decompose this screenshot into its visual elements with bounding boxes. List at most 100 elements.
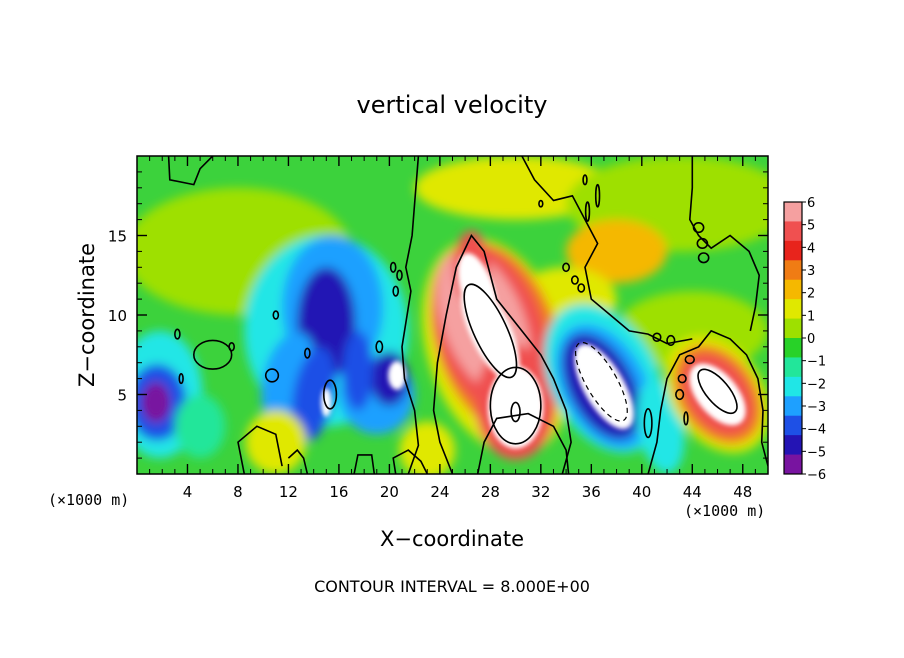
x-axis-ticks: 4 8 12 16 20 24 28 32 36 40 44 48 xyxy=(149,156,756,501)
contour-loop xyxy=(389,261,397,273)
colorbar-tick-label: −4 xyxy=(807,423,826,438)
contour-loop xyxy=(304,347,311,359)
x-tick-label: 24 xyxy=(430,483,449,501)
field-core xyxy=(457,253,498,330)
colorbar-tick-label: 3 xyxy=(807,264,815,279)
contour-loop xyxy=(392,285,400,297)
contour-loop xyxy=(666,334,676,347)
field-core xyxy=(487,365,544,449)
contour-line xyxy=(688,156,761,332)
x-tick-label: 40 xyxy=(632,483,651,501)
field-patch xyxy=(292,347,336,442)
contour-loop xyxy=(692,221,705,234)
y-unit-label: (×1000 m) xyxy=(48,491,129,509)
field-core xyxy=(574,344,634,430)
contour-loop xyxy=(643,408,653,439)
x-tick-label: 12 xyxy=(279,483,298,501)
plot-area xyxy=(137,156,768,474)
y-tick-label: 15 xyxy=(108,228,127,246)
x-tick-label: 32 xyxy=(531,483,550,501)
colorbar-swatch xyxy=(784,240,802,261)
field-core xyxy=(388,361,406,390)
contour-core xyxy=(489,366,542,445)
field-core xyxy=(147,389,165,416)
colorbar-swatch xyxy=(784,260,802,281)
field-patch xyxy=(566,219,668,284)
contour-loop xyxy=(652,332,662,343)
contour-loop xyxy=(375,340,384,354)
contour-loop xyxy=(696,237,709,250)
field-core xyxy=(321,388,332,417)
colorbar-swatch xyxy=(784,435,802,456)
contour-loop xyxy=(684,354,695,365)
contour-core xyxy=(510,401,521,423)
x-tick-label: 28 xyxy=(481,483,500,501)
contour-line xyxy=(521,156,693,345)
contour-loop xyxy=(675,388,685,401)
contour-loop xyxy=(272,310,280,320)
x-tick-label: 16 xyxy=(329,483,348,501)
x-unit-label: (×1000 m) xyxy=(684,502,765,520)
colorbar-swatch xyxy=(784,299,802,320)
contour-line xyxy=(287,448,309,474)
contour-line xyxy=(401,156,420,474)
colorbar-swatch xyxy=(784,396,802,417)
contour-loop xyxy=(562,262,571,273)
contour-loop xyxy=(677,373,687,384)
colorbar-swatch xyxy=(784,279,802,300)
contour-loop xyxy=(538,199,544,208)
colorbar: 6 5 4 3 2 1 0 −1 −2 −3 −4 −5 −6 xyxy=(783,196,826,483)
x-tick-label: 36 xyxy=(582,483,601,501)
contour-loop xyxy=(582,174,588,186)
x-tick-label: 44 xyxy=(683,483,702,501)
contour-loop xyxy=(584,201,591,222)
colorbar-swatch xyxy=(784,202,802,222)
colorbar-swatch xyxy=(784,357,802,378)
contour-loop xyxy=(228,342,235,352)
field-core xyxy=(689,363,746,426)
y-axis-ticks: 5 10 15 xyxy=(108,171,768,459)
contour-interval-note: CONTOUR INTERVAL = 8.000E+00 xyxy=(314,577,590,596)
colorbar-tick-label: 4 xyxy=(807,241,815,256)
contour-loop xyxy=(322,379,338,410)
contour-loop xyxy=(697,252,710,264)
x-tick-label: 20 xyxy=(380,483,399,501)
contour-loop xyxy=(570,275,579,285)
contour-loop xyxy=(683,411,689,426)
field-patch xyxy=(245,410,307,474)
y-tick-label: 10 xyxy=(108,307,127,325)
contour-loop xyxy=(594,183,601,208)
colorbar-swatch xyxy=(784,376,802,397)
contour-core xyxy=(697,368,738,415)
contour-loop xyxy=(577,283,586,293)
x-axis-label: X−coordinate xyxy=(380,527,524,551)
colorbar-tick-label: −5 xyxy=(807,445,826,460)
y-axis-label: Z−coordinate xyxy=(75,243,99,387)
colorbar-tick-label: 5 xyxy=(807,219,815,234)
colorbar-tick-label: 2 xyxy=(807,287,815,302)
colorbar-tick-label: 1 xyxy=(807,309,815,324)
y-tick-label: 5 xyxy=(117,387,127,405)
contour-loop xyxy=(396,269,403,281)
contour-line xyxy=(432,234,572,474)
contour-line xyxy=(476,412,570,474)
x-tick-label: 48 xyxy=(733,483,752,501)
contour-line xyxy=(392,449,429,474)
contour-line xyxy=(353,454,376,474)
colorbar-tick-label: −6 xyxy=(807,468,826,483)
contour-line xyxy=(167,156,214,186)
colorbar-swatch xyxy=(784,221,802,242)
chart-title: vertical velocity xyxy=(357,91,548,119)
field-patch xyxy=(174,394,226,459)
colorbar-tick-label: −1 xyxy=(807,355,826,370)
contour-line xyxy=(237,425,283,474)
contour-loop xyxy=(192,339,233,370)
colorbar-tick-label: −2 xyxy=(807,377,826,392)
contour-loop xyxy=(264,368,280,383)
contour-core xyxy=(463,283,518,379)
colorbar-tick-label: −3 xyxy=(807,400,826,415)
colorbar-tick-label: 0 xyxy=(807,332,815,347)
field-patch xyxy=(342,330,373,411)
x-tick-label: 8 xyxy=(233,483,243,501)
